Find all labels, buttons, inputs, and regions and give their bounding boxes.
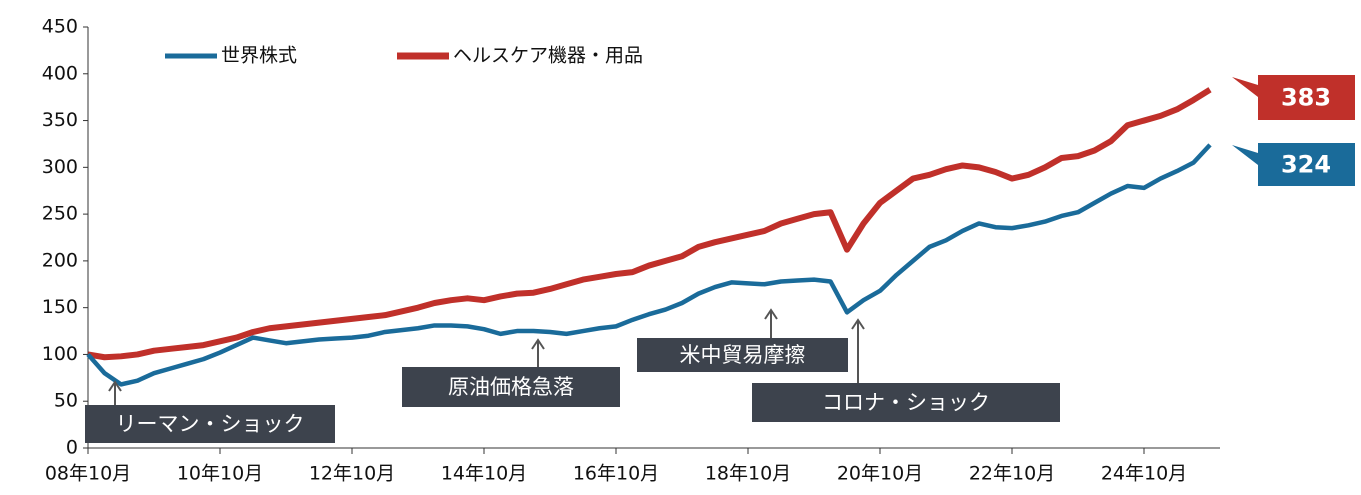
y-tick-label: 450 (42, 16, 78, 38)
annotation-arrowhead (851, 318, 865, 330)
y-tick-label: 150 (42, 296, 78, 318)
x-tick-label: 12年10月 (309, 463, 395, 485)
series-line (86, 143, 1212, 387)
series-line (87, 87, 1212, 361)
x-tick-label: 24年10月 (1101, 463, 1187, 485)
annotation-text: 米中貿易摩擦 (680, 343, 806, 367)
x-tick-label: 14年10月 (441, 463, 527, 485)
y-tick-label: 250 (42, 203, 78, 225)
annotation-text: 原油価格急落 (448, 375, 574, 399)
end-label-box (1232, 143, 1355, 186)
legend-label: ヘルスケア機器・用品 (453, 45, 643, 67)
annotation-box (637, 338, 848, 372)
annotation-arrowhead (108, 380, 122, 392)
end-label: 383 (1281, 84, 1331, 112)
y-tick-label: 300 (42, 156, 78, 178)
y-tick-label: 350 (42, 109, 78, 131)
annotation-text: リーマン・ショック (116, 412, 305, 436)
legend-label: 世界株式 (221, 45, 297, 67)
annotation-box (752, 383, 1060, 422)
x-tick-label: 18年10月 (705, 463, 791, 485)
annotation-box (85, 405, 335, 443)
y-tick-label: 100 (42, 343, 78, 365)
y-tick-label: 50 (54, 390, 78, 412)
x-tick-label: 10年10月 (177, 463, 263, 485)
annotation-arrowhead (764, 308, 778, 320)
y-tick-label: 400 (42, 62, 78, 84)
y-tick-label: 200 (42, 249, 78, 271)
annotation-arrowhead (531, 338, 545, 350)
x-tick-label: 08年10月 (45, 463, 131, 485)
x-tick-label: 16年10月 (573, 463, 659, 485)
end-label-box (1232, 75, 1355, 120)
end-label: 324 (1281, 151, 1331, 179)
x-tick-label: 20年10月 (837, 463, 923, 485)
annotation-box (402, 367, 620, 407)
y-tick-label: 0 (66, 437, 78, 459)
x-tick-label: 22年10月 (969, 463, 1055, 485)
annotation-text: コロナ・ショック (822, 391, 990, 415)
